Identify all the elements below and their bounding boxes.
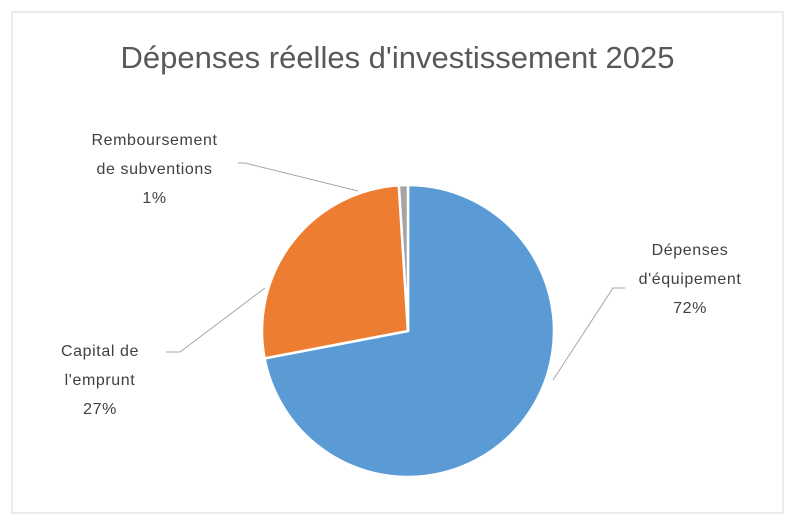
pie-slice bbox=[397, 183, 410, 333]
category-label: Remboursement de subventions bbox=[91, 132, 218, 178]
value-label: 1% bbox=[142, 190, 167, 207]
leader-line bbox=[166, 287, 266, 353]
leader-line bbox=[238, 162, 359, 192]
pie-slice bbox=[263, 183, 556, 479]
value-label: 72% bbox=[673, 300, 707, 317]
value-label: 27% bbox=[83, 401, 117, 418]
data-label: Capital de l'emprunt 27% bbox=[50, 337, 150, 424]
chart-title: Dépenses réelles d'investissement 2025 bbox=[120, 40, 675, 75]
data-label: Remboursement de subventions 1% bbox=[82, 126, 227, 213]
category-label: Dépenses d'équipement bbox=[638, 242, 742, 288]
category-label: Capital de l'emprunt bbox=[60, 343, 140, 389]
data-label: Dépenses d'équipement 72% bbox=[620, 236, 760, 323]
leader-line bbox=[552, 287, 625, 381]
pie-slice bbox=[260, 184, 410, 360]
